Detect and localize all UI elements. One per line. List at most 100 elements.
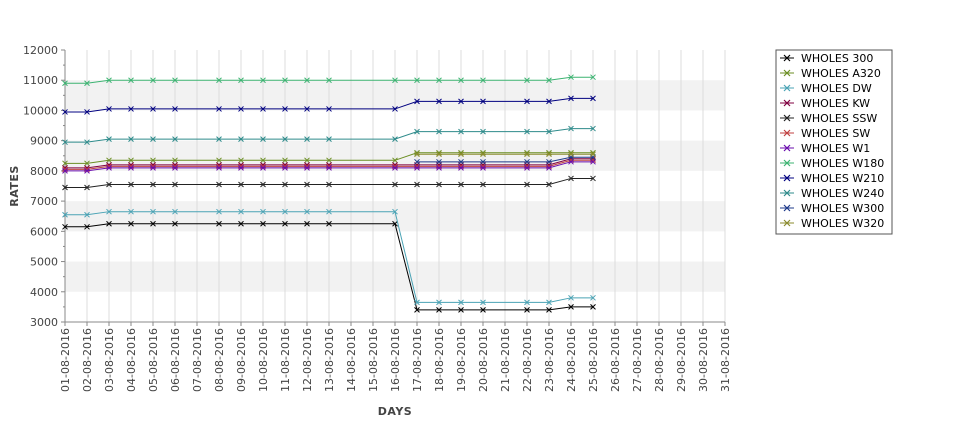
- legend-label: WHOLES 300: [801, 52, 873, 65]
- data-point: [304, 165, 310, 171]
- legend-item: WHOLES W180: [780, 157, 884, 170]
- data-point: [568, 95, 574, 102]
- data-point: [392, 136, 398, 143]
- legend-label: WHOLES SSW: [801, 112, 877, 125]
- data-point: [590, 125, 596, 132]
- data-point: [480, 299, 486, 306]
- x-tick-label: 15-08-2016: [367, 328, 380, 392]
- legend-item: WHOLES W300: [780, 202, 884, 215]
- data-point: [84, 184, 90, 191]
- data-point: [524, 181, 530, 188]
- data-point: [436, 98, 442, 105]
- data-point: [458, 98, 464, 105]
- data-point: [106, 77, 112, 84]
- data-point: [546, 151, 552, 158]
- data-point: [458, 181, 464, 188]
- data-point: [458, 299, 464, 306]
- data-point: [480, 151, 486, 158]
- data-point: [414, 98, 420, 105]
- legend-item: WHOLES A320: [780, 67, 881, 80]
- data-point: [84, 160, 90, 167]
- data-point: [238, 165, 244, 171]
- data-point: [568, 74, 574, 81]
- data-point: [392, 165, 398, 171]
- x-tick-label: 16-08-2016: [389, 328, 402, 392]
- data-point: [282, 220, 288, 227]
- data-point: [392, 181, 398, 188]
- data-point: [282, 136, 288, 143]
- data-point: [84, 168, 90, 174]
- x-tick-label: 21-08-2016: [499, 328, 512, 392]
- data-point: [106, 136, 112, 143]
- data-point: [392, 208, 398, 215]
- data-point: [84, 109, 90, 115]
- x-tick-label: 19-08-2016: [455, 328, 468, 392]
- series: [414, 154, 596, 165]
- legend-item: WHOLES KW: [780, 97, 870, 110]
- data-point: [326, 220, 332, 227]
- y-tick-label: 7000: [30, 195, 58, 208]
- x-tick-label: 08-08-2016: [213, 328, 226, 392]
- legend: WHOLES 300 WHOLES A320 WHOLES DW WHOLES KW W…: [775, 49, 893, 235]
- data-point: [524, 307, 530, 313]
- series: [62, 158, 596, 174]
- legend-marker: [783, 174, 791, 182]
- data-point: [260, 181, 266, 188]
- data-point: [62, 223, 68, 230]
- y-tick-label: 6000: [30, 225, 58, 238]
- y-tick-label: 4000: [30, 286, 58, 299]
- data-point: [546, 77, 552, 84]
- x-tick-label: 11-08-2016: [279, 328, 292, 392]
- data-point: [128, 77, 134, 84]
- data-point: [590, 294, 596, 301]
- data-point: [480, 165, 486, 171]
- x-tick-label: 06-08-2016: [169, 328, 182, 392]
- data-point: [458, 165, 464, 171]
- data-point: [282, 181, 288, 188]
- x-tick-label: 05-08-2016: [147, 328, 160, 392]
- x-tick-label: 09-08-2016: [235, 328, 248, 392]
- data-point: [260, 157, 266, 164]
- legend-label: WHOLES W210: [801, 172, 884, 185]
- data-point: [524, 128, 530, 135]
- data-point: [260, 208, 266, 215]
- data-point: [172, 77, 178, 84]
- data-point: [62, 109, 68, 115]
- data-point: [62, 184, 68, 191]
- data-point: [172, 181, 178, 188]
- y-tick-label: 3000: [30, 316, 58, 329]
- data-point: [238, 208, 244, 215]
- data-point: [568, 158, 574, 165]
- data-point: [216, 136, 222, 143]
- x-tick-label: 27-08-2016: [631, 328, 644, 392]
- data-point: [84, 223, 90, 230]
- x-tick-label: 01-08-2016: [59, 328, 72, 392]
- data-point: [216, 106, 222, 112]
- data-point: [260, 77, 266, 84]
- data-point: [216, 181, 222, 188]
- data-point: [326, 77, 332, 84]
- data-point: [436, 158, 442, 165]
- data-point: [62, 160, 68, 167]
- legend-marker: [783, 69, 791, 77]
- data-point: [216, 165, 222, 171]
- data-point: [458, 77, 464, 84]
- data-point: [480, 98, 486, 105]
- data-point: [414, 128, 420, 135]
- legend-marker: [783, 114, 791, 122]
- series-group: [62, 74, 596, 313]
- data-point: [304, 208, 310, 215]
- legend-item: WHOLES W320: [780, 217, 884, 230]
- x-tick-label: 14-08-2016: [345, 328, 358, 392]
- data-point: [326, 181, 332, 188]
- data-point: [238, 220, 244, 227]
- data-point: [414, 158, 420, 165]
- data-point: [150, 220, 156, 227]
- data-point: [392, 106, 398, 112]
- data-point: [480, 181, 486, 188]
- data-point: [590, 151, 596, 158]
- legend-item: WHOLES 300: [780, 52, 873, 65]
- legend-item: WHOLES W240: [780, 187, 884, 200]
- data-point: [238, 136, 244, 143]
